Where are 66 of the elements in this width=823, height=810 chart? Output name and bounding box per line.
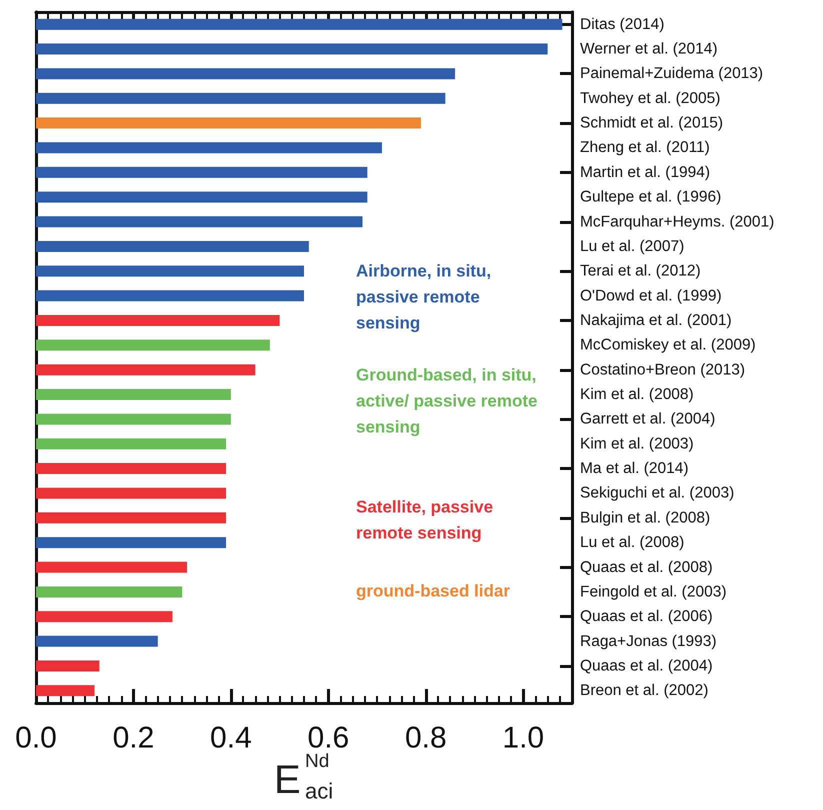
y-tick-label: Schmidt et al. (2015) — [580, 114, 724, 132]
y-tick-label: Lu et al. (2007) — [580, 238, 684, 255]
y-tick-label: McComiskey et al. (2009) — [580, 336, 756, 354]
y-tick-label: Sekiguchi et al. (2003) — [580, 484, 734, 502]
x-tick-label: 0.2 — [112, 722, 154, 754]
y-tick-label: Quaas et al. (2006) — [580, 608, 713, 626]
bar — [36, 364, 256, 376]
x-tick-label: 0.0 — [15, 722, 57, 754]
y-tick-label: Ditas (2014) — [580, 16, 664, 33]
y-tick-label: Lu et al. (2008) — [580, 534, 684, 552]
y-tick-label: Bulgin et al. (2008) — [580, 509, 710, 526]
y-tick-label: Twohey et al. (2005) — [580, 90, 720, 107]
bar — [36, 537, 226, 548]
y-tick-label: Breon et al. (2002) — [580, 682, 708, 700]
y-tick-label: Costatino+Breon (2013) — [580, 361, 746, 378]
x-tick-label: 1.0 — [502, 722, 544, 754]
y-tick-label: Martin et al. (1994) — [580, 164, 710, 181]
x-tick-label: 0.6 — [308, 722, 350, 754]
y-tick-label: Ma et al. (2014) — [580, 460, 689, 478]
y-tick-label: Garrett et al. (2004) — [580, 410, 716, 428]
bar — [36, 314, 280, 326]
bar — [36, 685, 94, 696]
y-tick-label: McFarquhar+Heyms. (2001) — [580, 213, 774, 230]
bar — [36, 18, 562, 30]
y-tick-label: Zheng et al. (2011) — [580, 139, 710, 156]
bar — [36, 340, 270, 351]
y-tick-label: Quaas et al. (2008) — [580, 558, 713, 576]
x-tick-label: 0.8 — [404, 722, 447, 754]
y-tick-label: Painemal+Zuidema (2013) — [580, 65, 764, 82]
bar — [36, 92, 446, 104]
bar — [36, 488, 226, 499]
y-tick-label: O'Dowd et al. (1999) — [580, 287, 722, 304]
bar — [36, 389, 231, 400]
text: Ground-based, in situ, active/ passive remote sensing — [356, 366, 542, 436]
bar — [36, 44, 548, 55]
y-tick-label: Quaas et al. (2004) — [580, 657, 713, 674]
text: Airborne, in situ, passive remote sensing — [356, 262, 496, 332]
bar — [36, 192, 368, 203]
bar — [36, 266, 304, 277]
bar — [36, 512, 226, 524]
y-tick-label: Feingold et al. (2003) — [580, 583, 726, 600]
text: Satellite, passive remote sensing — [356, 498, 498, 542]
bar — [36, 636, 158, 647]
bar — [36, 414, 231, 425]
x-tick-label: 0.4 — [210, 722, 252, 754]
bar — [36, 586, 182, 598]
bar — [36, 142, 382, 154]
y-tick-label: Kim et al. (2003) — [580, 435, 694, 452]
bar — [36, 118, 421, 129]
text: ground-based lidar — [356, 582, 510, 600]
bar — [36, 463, 226, 474]
bar — [36, 68, 456, 80]
y-tick-label: Kim et al. (2008) — [580, 386, 694, 404]
bar — [36, 290, 304, 302]
y-tick-label: Werner et al. (2014) — [580, 40, 718, 58]
bar — [36, 216, 362, 228]
bar — [36, 438, 226, 450]
y-tick-label: Nakajima et al. (2001) — [580, 312, 732, 329]
y-tick-label: Terai et al. (2012) — [580, 262, 701, 280]
bar — [36, 562, 188, 573]
bar — [36, 660, 100, 672]
bar — [36, 240, 309, 252]
y-tick-label: Raga+Jonas (1993) — [580, 632, 717, 650]
bar — [36, 611, 172, 622]
y-tick-label: Gultepe et al. (1996) — [580, 188, 722, 206]
bar — [36, 166, 368, 178]
